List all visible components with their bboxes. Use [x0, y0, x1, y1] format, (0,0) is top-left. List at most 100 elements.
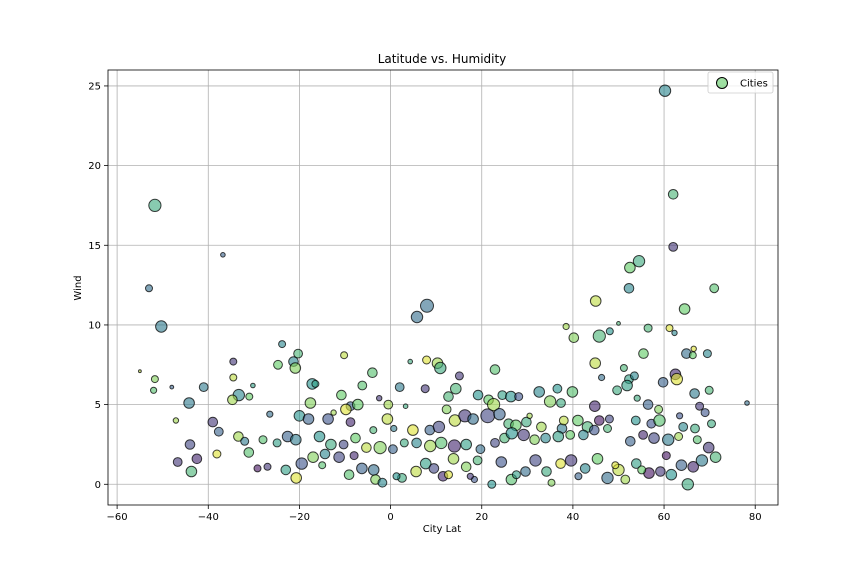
- data-point: [475, 444, 486, 455]
- data-point: [350, 432, 361, 444]
- y-tick-label: 0: [95, 480, 101, 491]
- data-point: [390, 424, 398, 433]
- data-point: [447, 453, 460, 465]
- data-point: [589, 424, 600, 436]
- data-point: [420, 384, 430, 394]
- data-point: [704, 385, 714, 395]
- data-point: [198, 382, 209, 393]
- data-point: [565, 430, 576, 440]
- data-point: [419, 457, 432, 470]
- data-point: [443, 391, 454, 402]
- x-tick-label: −40: [198, 512, 219, 523]
- data-point: [675, 459, 688, 472]
- data-point: [598, 373, 606, 382]
- data-point: [642, 399, 654, 410]
- data-point: [295, 457, 308, 470]
- data-point: [263, 462, 272, 471]
- data-point: [376, 395, 383, 402]
- data-point: [574, 472, 583, 481]
- data-point: [547, 478, 556, 487]
- data-point: [566, 386, 579, 398]
- data-point: [388, 444, 398, 455]
- data-point: [489, 364, 501, 375]
- data-point: [589, 357, 602, 370]
- data-point: [637, 465, 647, 475]
- data-point: [688, 351, 697, 360]
- data-point: [655, 466, 666, 477]
- data-point: [394, 382, 405, 393]
- data-point: [629, 371, 639, 381]
- data-point: [526, 412, 533, 419]
- data-point: [450, 382, 462, 395]
- data-point: [695, 454, 709, 467]
- data-point: [700, 408, 710, 418]
- data-point: [678, 303, 691, 315]
- data-point: [654, 404, 664, 414]
- data-point: [373, 441, 387, 455]
- data-point: [212, 449, 222, 459]
- data-point: [493, 408, 506, 421]
- data-point: [229, 357, 238, 366]
- x-tick-label: 40: [567, 512, 580, 523]
- data-point: [603, 424, 612, 433]
- data-point: [487, 479, 497, 489]
- data-point: [240, 436, 250, 446]
- data-point: [243, 447, 255, 458]
- data-point: [148, 198, 162, 212]
- data-point: [258, 435, 268, 445]
- data-point: [407, 358, 414, 365]
- data-point: [689, 388, 700, 399]
- data-point: [420, 298, 434, 313]
- data-point: [273, 359, 283, 370]
- data-point: [343, 469, 355, 481]
- data-point: [592, 329, 606, 343]
- data-point: [233, 431, 244, 442]
- data-point: [529, 454, 542, 467]
- data-point: [540, 432, 551, 444]
- data-point: [520, 466, 531, 477]
- data-point: [604, 414, 614, 424]
- data-point: [552, 383, 563, 394]
- data-point: [435, 436, 448, 450]
- data-point: [671, 329, 678, 337]
- data-point: [340, 403, 352, 416]
- data-point: [687, 461, 700, 473]
- data-point: [447, 439, 461, 453]
- data-point: [361, 442, 372, 453]
- data-point: [422, 355, 432, 365]
- data-point: [245, 392, 254, 401]
- data-point: [658, 84, 672, 97]
- data-point: [589, 400, 601, 413]
- data-point: [555, 458, 566, 469]
- data-point: [302, 413, 315, 425]
- data-point: [558, 415, 569, 426]
- data-point: [657, 377, 669, 388]
- data-point: [184, 439, 196, 450]
- x-tick-label: 60: [658, 512, 671, 523]
- data-point: [467, 413, 479, 425]
- data-point: [410, 310, 424, 324]
- data-point: [381, 413, 394, 425]
- data-point: [392, 472, 401, 481]
- data-point: [695, 401, 705, 411]
- data-points: [138, 84, 750, 491]
- data-point: [183, 397, 195, 409]
- x-axis: −60 −40 −20 0 20 40 60 80: [107, 505, 762, 523]
- data-point: [633, 394, 641, 402]
- data-point: [589, 295, 602, 307]
- data-point: [460, 438, 473, 451]
- data-point: [266, 410, 274, 418]
- data-point: [744, 400, 750, 406]
- data-point: [466, 472, 474, 480]
- data-point: [424, 439, 437, 453]
- data-point: [356, 462, 368, 475]
- data-point: [543, 395, 557, 408]
- data-point: [670, 372, 683, 386]
- legend-label: Cities: [740, 79, 768, 90]
- data-point: [220, 252, 226, 258]
- data-point: [227, 394, 238, 406]
- data-point: [357, 380, 368, 391]
- data-point: [624, 261, 636, 274]
- data-point: [172, 457, 183, 467]
